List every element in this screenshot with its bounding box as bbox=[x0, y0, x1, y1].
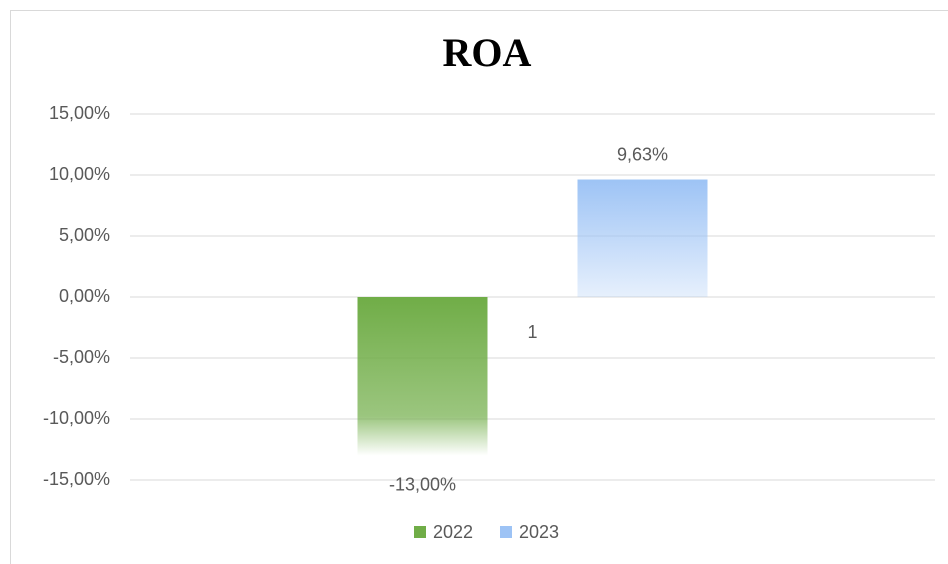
y-tick-label: 0,00% bbox=[59, 286, 110, 306]
chart-title: ROA bbox=[443, 30, 532, 75]
y-tick-label: 10,00% bbox=[49, 164, 110, 184]
y-tick-label: 15,00% bbox=[49, 103, 110, 123]
data-label: 9,63% bbox=[617, 144, 668, 164]
bar bbox=[577, 179, 708, 297]
legend-swatch bbox=[500, 526, 512, 538]
chart-border bbox=[10, 10, 948, 564]
data-label: -13,00% bbox=[389, 474, 456, 494]
x-tick-label: 1 bbox=[527, 322, 537, 342]
legend-swatch bbox=[414, 526, 426, 538]
bar bbox=[357, 297, 488, 456]
y-tick-label: -10,00% bbox=[43, 408, 110, 428]
y-tick-label: -5,00% bbox=[53, 347, 110, 367]
legend-label: 2023 bbox=[519, 522, 559, 542]
y-tick-label: 5,00% bbox=[59, 225, 110, 245]
legend-label: 2022 bbox=[433, 522, 473, 542]
y-tick-label: -15,00% bbox=[43, 469, 110, 489]
